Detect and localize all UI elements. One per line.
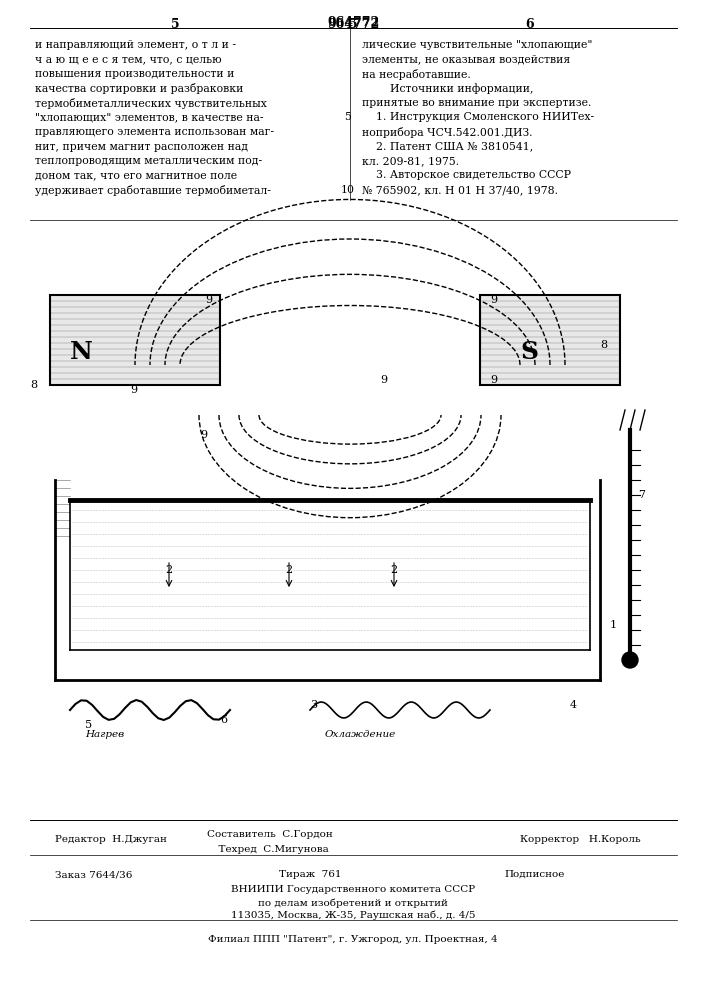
Text: 6: 6 xyxy=(526,18,534,31)
Text: Нагрев: Нагрев xyxy=(85,730,124,739)
Text: 6: 6 xyxy=(220,715,227,725)
Text: удерживает сработавшие термобиметал-: удерживает сработавшие термобиметал- xyxy=(35,185,271,196)
Text: 2: 2 xyxy=(165,565,172,575)
Text: Корректор   Н.Король: Корректор Н.Король xyxy=(520,835,641,844)
Text: лические чувствительные "хлопающие": лические чувствительные "хлопающие" xyxy=(362,40,592,50)
Bar xyxy=(480,295,620,385)
Text: Охлаждение: Охлаждение xyxy=(325,730,396,739)
Text: N: N xyxy=(70,340,93,364)
Text: 9: 9 xyxy=(130,385,137,395)
Text: 964772: 964772 xyxy=(327,18,379,31)
Text: кл. 209-81, 1975.: кл. 209-81, 1975. xyxy=(362,156,459,166)
Text: элементы, не оказывая воздействия: элементы, не оказывая воздействия xyxy=(362,54,571,64)
Text: 7: 7 xyxy=(638,490,645,500)
Text: 1: 1 xyxy=(610,620,617,630)
Text: 9: 9 xyxy=(200,430,207,440)
Text: термобиметаллических чувствительных: термобиметаллических чувствительных xyxy=(35,98,267,109)
Text: 9: 9 xyxy=(490,375,497,385)
Text: Техред  С.Мигунова: Техред С.Мигунова xyxy=(211,845,328,854)
Text: Редактор  Н.Джуган: Редактор Н.Джуган xyxy=(55,835,167,844)
Text: ВНИИПИ Государственного комитета СССР: ВНИИПИ Государственного комитета СССР xyxy=(231,885,475,894)
Bar xyxy=(50,295,220,385)
Text: по делам изобретений и открытий: по делам изобретений и открытий xyxy=(258,898,448,908)
Text: Подписное: Подписное xyxy=(505,870,565,879)
Text: 9: 9 xyxy=(380,375,387,385)
Text: теплопроводящим металлическим под-: теплопроводящим металлическим под- xyxy=(35,156,262,166)
Text: Составитель  С.Гордон: Составитель С.Гордон xyxy=(207,830,333,839)
Text: 5: 5 xyxy=(344,112,351,122)
Text: повышения производительности и: повышения производительности и xyxy=(35,69,235,79)
Text: 2: 2 xyxy=(285,565,292,575)
Text: правляющего элемента использован маг-: правляющего элемента использован маг- xyxy=(35,127,274,137)
Text: № 765902, кл. Н 01 Н 37/40, 1978.: № 765902, кл. Н 01 Н 37/40, 1978. xyxy=(362,185,558,195)
Text: 9: 9 xyxy=(205,295,212,305)
Text: Заказ 7644/36: Заказ 7644/36 xyxy=(55,870,132,879)
Text: 3. Авторское свидетельство СССР: 3. Авторское свидетельство СССР xyxy=(362,170,571,180)
Text: 5: 5 xyxy=(349,18,357,31)
Text: на несработавшие.: на несработавшие. xyxy=(362,69,471,80)
Text: 3: 3 xyxy=(310,700,317,710)
Text: 5: 5 xyxy=(85,720,92,730)
Text: 1. Инструкция Смоленского НИИТех-: 1. Инструкция Смоленского НИИТех- xyxy=(362,112,594,122)
Text: 5: 5 xyxy=(170,18,180,31)
Text: 113035, Москва, Ж-35, Раушская наб., д. 4/5: 113035, Москва, Ж-35, Раушская наб., д. … xyxy=(230,911,475,920)
Text: 4: 4 xyxy=(570,700,577,710)
Text: Филиал ППП "Патент", г. Ужгород, ул. Проектная, 4: Филиал ППП "Патент", г. Ужгород, ул. Про… xyxy=(208,935,498,944)
Text: 8: 8 xyxy=(600,340,607,350)
Text: Тираж  761: Тираж 761 xyxy=(279,870,341,879)
Text: 9: 9 xyxy=(490,295,497,305)
Text: доном так, что его магнитное поле: доном так, что его магнитное поле xyxy=(35,170,237,180)
Text: "хлопающих" элементов, в качестве на-: "хлопающих" элементов, в качестве на- xyxy=(35,112,264,122)
Text: 2: 2 xyxy=(390,565,397,575)
Text: 2. Патент США № 3810541,: 2. Патент США № 3810541, xyxy=(362,141,533,151)
Text: 8: 8 xyxy=(30,380,37,390)
Text: S: S xyxy=(520,340,538,364)
Text: и направляющий элемент, о т л и -: и направляющий элемент, о т л и - xyxy=(35,40,236,50)
Text: принятые во внимание при экспертизе.: принятые во внимание при экспертизе. xyxy=(362,98,591,108)
Text: 10: 10 xyxy=(341,185,355,195)
Text: качества сортировки и разбраковки: качества сортировки и разбраковки xyxy=(35,84,243,95)
Text: ч а ю щ е е с я тем, что, с целью: ч а ю щ е е с я тем, что, с целью xyxy=(35,54,221,64)
Text: ноприбора ЧСЧ.542.001.ДИЗ.: ноприбора ЧСЧ.542.001.ДИЗ. xyxy=(362,127,532,138)
Text: нит, причем магнит расположен над: нит, причем магнит расположен над xyxy=(35,141,248,151)
Circle shape xyxy=(622,652,638,668)
Text: 964772: 964772 xyxy=(327,16,379,29)
Text: Источники информации,: Источники информации, xyxy=(362,84,534,94)
